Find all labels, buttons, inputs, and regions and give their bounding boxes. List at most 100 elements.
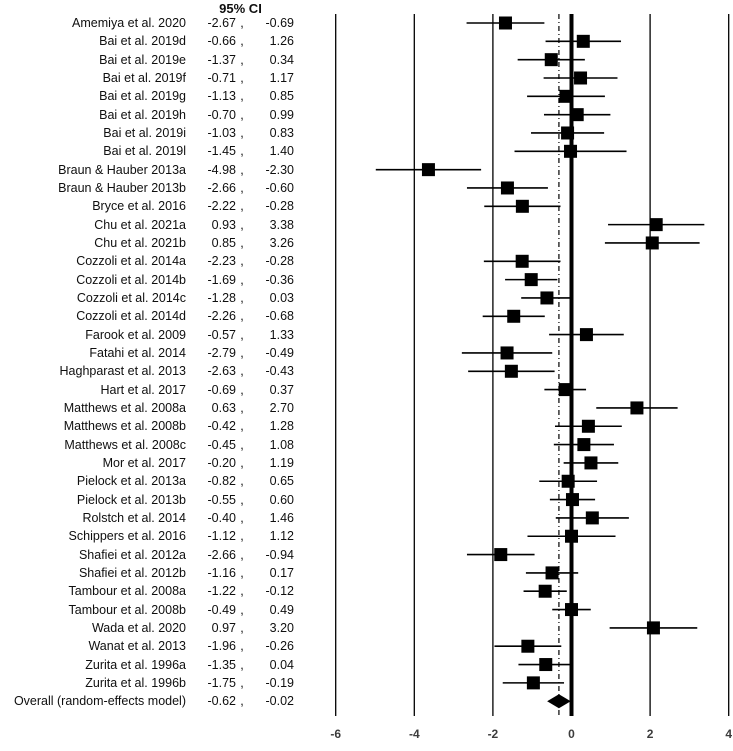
ci-lower-value: 0.93 (211, 217, 236, 232)
study-label: Pielock et al. 2013a (76, 474, 186, 489)
point-estimate-square (559, 89, 573, 103)
study-label: Zurita et al. 1996b (85, 675, 186, 690)
ci-lower-value: -0.49 (207, 602, 237, 617)
ci-separator: , (240, 400, 244, 415)
study-ci-text: -1.35, 0.04 (191, 656, 295, 674)
study-label: Cozzoli et al. 2014a (76, 254, 186, 269)
point-estimate-square (584, 456, 598, 470)
study-ci-text: -0.40, 1.46 (191, 509, 295, 527)
point-estimate-square (577, 438, 591, 452)
study-ci-text: -0.49, 0.49 (191, 601, 295, 619)
ci-lower-value: -1.28 (207, 290, 237, 305)
study-ci-text: -1.03, 0.83 (191, 124, 295, 142)
study-ci-text: -0.71, 1.17 (191, 69, 295, 87)
ci-upper-value: 1.17 (269, 70, 294, 85)
ci-separator: , (240, 254, 244, 269)
study-ci-text: -1.69, -0.36 (191, 271, 295, 289)
ci-upper-value: 0.99 (269, 107, 294, 122)
ci-upper-value: 0.83 (269, 125, 294, 140)
ci-lower-value: -0.42 (207, 419, 237, 434)
study-label: Bai et al. 2019f (102, 70, 186, 85)
study-label: Shafiei et al. 2012b (78, 565, 186, 580)
x-tick-label: -2 (488, 727, 499, 741)
ci-upper-value: -0.02 (265, 694, 295, 709)
point-estimate-square (500, 346, 514, 360)
study-ci-text: -2.22, -0.28 (191, 197, 295, 215)
ci-lower-value: -0.40 (207, 510, 237, 525)
study-label: Pielock et al. 2013b (76, 492, 186, 507)
ci-upper-value: 0.17 (269, 565, 294, 580)
ci-separator: , (240, 529, 244, 544)
ci-upper-value: 3.20 (269, 620, 294, 635)
ci-upper-value: -0.60 (265, 180, 295, 195)
study-ci-text: -4.98, -2.30 (191, 161, 295, 179)
study-label: Bai et al. 2019e (99, 52, 186, 67)
study-label: Rolstch et al. 2014 (82, 510, 186, 525)
study-ci-text: -0.70, 0.99 (191, 106, 295, 124)
ci-upper-value: 1.28 (269, 419, 294, 434)
ci-lower-value: 0.97 (211, 620, 236, 635)
point-estimate-square (579, 328, 593, 342)
point-estimate-square (565, 603, 578, 617)
ci-separator: , (240, 180, 244, 195)
ci-lower-value: -4.98 (207, 162, 237, 177)
x-tick-label: 0 (568, 727, 575, 741)
ci-lower-value: -2.66 (207, 547, 237, 562)
study-ci-text: -0.69, 0.37 (191, 381, 295, 399)
ci-separator: , (240, 235, 244, 250)
ci-lower-value: -0.57 (207, 327, 237, 342)
ci-upper-value: 2.70 (269, 400, 294, 415)
point-estimate-square (558, 383, 572, 397)
ci-separator: , (240, 382, 244, 397)
point-estimate-square (565, 493, 579, 507)
ci-lower-value: -2.79 (207, 345, 237, 360)
ci-upper-value: -2.30 (265, 162, 295, 177)
point-estimate-square (581, 419, 595, 433)
point-estimate-square (646, 621, 660, 635)
study-label: Braun & Hauber 2013a (58, 162, 186, 177)
point-estimate-square (630, 401, 644, 415)
x-tick-label: 4 (725, 727, 732, 741)
ci-separator: , (240, 125, 244, 140)
ci-lower-value: -0.71 (207, 70, 237, 85)
study-ci-text: 0.93, 3.38 (191, 216, 294, 234)
ci-separator: , (240, 620, 244, 635)
ci-separator: , (240, 327, 244, 342)
study-label: Farook et al. 2009 (85, 327, 186, 342)
study-label: Chu et al. 2021b (94, 235, 186, 250)
point-estimate-square (645, 236, 659, 250)
ci-lower-value: -1.35 (207, 657, 237, 672)
study-label: Haghparast et al. 2013 (59, 364, 186, 379)
ci-separator: , (240, 602, 244, 617)
study-label: Tambour et al. 2008b (68, 602, 186, 617)
point-estimate-square (498, 16, 512, 30)
ci-upper-value: 0.60 (269, 492, 294, 507)
point-estimate-square (540, 291, 554, 305)
ci-upper-value: -0.26 (265, 639, 295, 654)
x-tick-label: -4 (409, 727, 420, 741)
ci-lower-value: -1.45 (207, 144, 237, 159)
point-estimate-square (494, 548, 508, 562)
ci-lower-value: -1.16 (207, 565, 237, 580)
ci-separator: , (240, 565, 244, 580)
ci-upper-value: -0.12 (265, 584, 295, 599)
point-estimate-square (515, 254, 529, 268)
study-label: Shafiei et al. 2012a (78, 547, 186, 562)
study-ci-text: -1.22, -0.12 (191, 582, 295, 600)
study-ci-text: -0.66, 1.26 (191, 32, 295, 50)
study-label: Bai et al. 2019d (99, 34, 186, 49)
study-label: Amemiya et al. 2020 (72, 16, 186, 30)
study-label: Chu et al. 2021a (94, 217, 186, 232)
overall-ci-text: -0.62, -0.02 (191, 692, 295, 710)
ci-separator: , (240, 70, 244, 85)
ci-separator: , (240, 144, 244, 159)
point-estimate-square (526, 676, 540, 690)
ci-upper-value: 1.33 (269, 327, 294, 342)
ci-separator: , (240, 364, 244, 379)
ci-upper-value: 0.37 (269, 382, 294, 397)
ci-upper-value: -0.43 (265, 364, 295, 379)
point-estimate-square (500, 181, 514, 195)
study-ci-text: 0.97, 3.20 (191, 619, 294, 637)
ci-upper-value: 0.03 (269, 290, 294, 305)
point-estimate-square (576, 34, 590, 48)
